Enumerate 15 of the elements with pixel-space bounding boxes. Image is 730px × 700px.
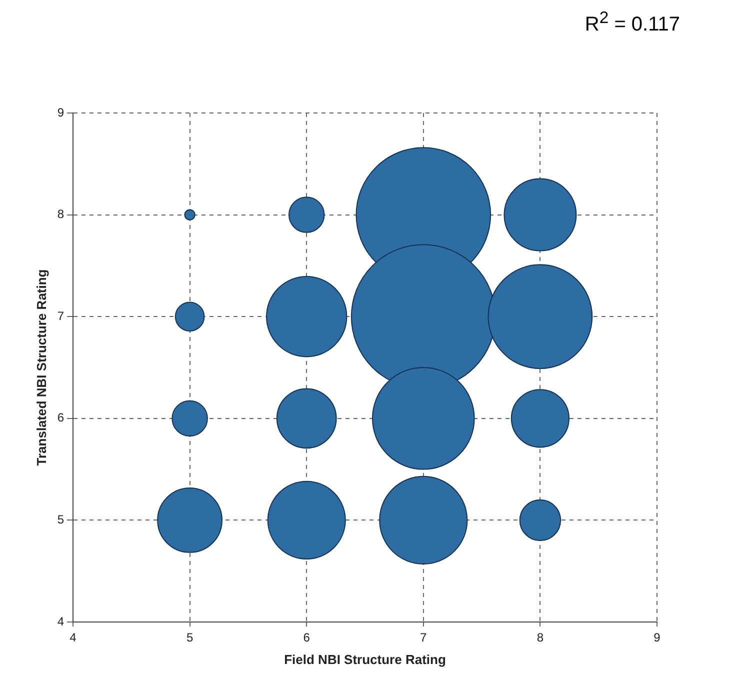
x-tick-label: 5	[186, 630, 194, 645]
y-axis-title: Translated NBI Structure Rating	[34, 269, 50, 466]
y-tick-label: 7	[57, 308, 64, 323]
y-tick-label: 4	[57, 614, 64, 628]
x-tick-label: 9	[654, 630, 661, 645]
x-axis-title: Field NBI Structure Rating	[284, 652, 446, 667]
x-tick-label: 6	[303, 630, 310, 645]
y-tick-label: 9	[57, 105, 64, 120]
y-tick-label: 5	[57, 512, 64, 527]
y-tick-label: 8	[57, 207, 64, 222]
y-tick-label: 6	[57, 410, 64, 425]
x-tick-label: 7	[420, 630, 428, 645]
text: R$^{2}$ = 0.117	[584, 8, 680, 37]
x-tick-label: 4	[70, 630, 77, 645]
x-tick-label: 8	[536, 630, 544, 645]
